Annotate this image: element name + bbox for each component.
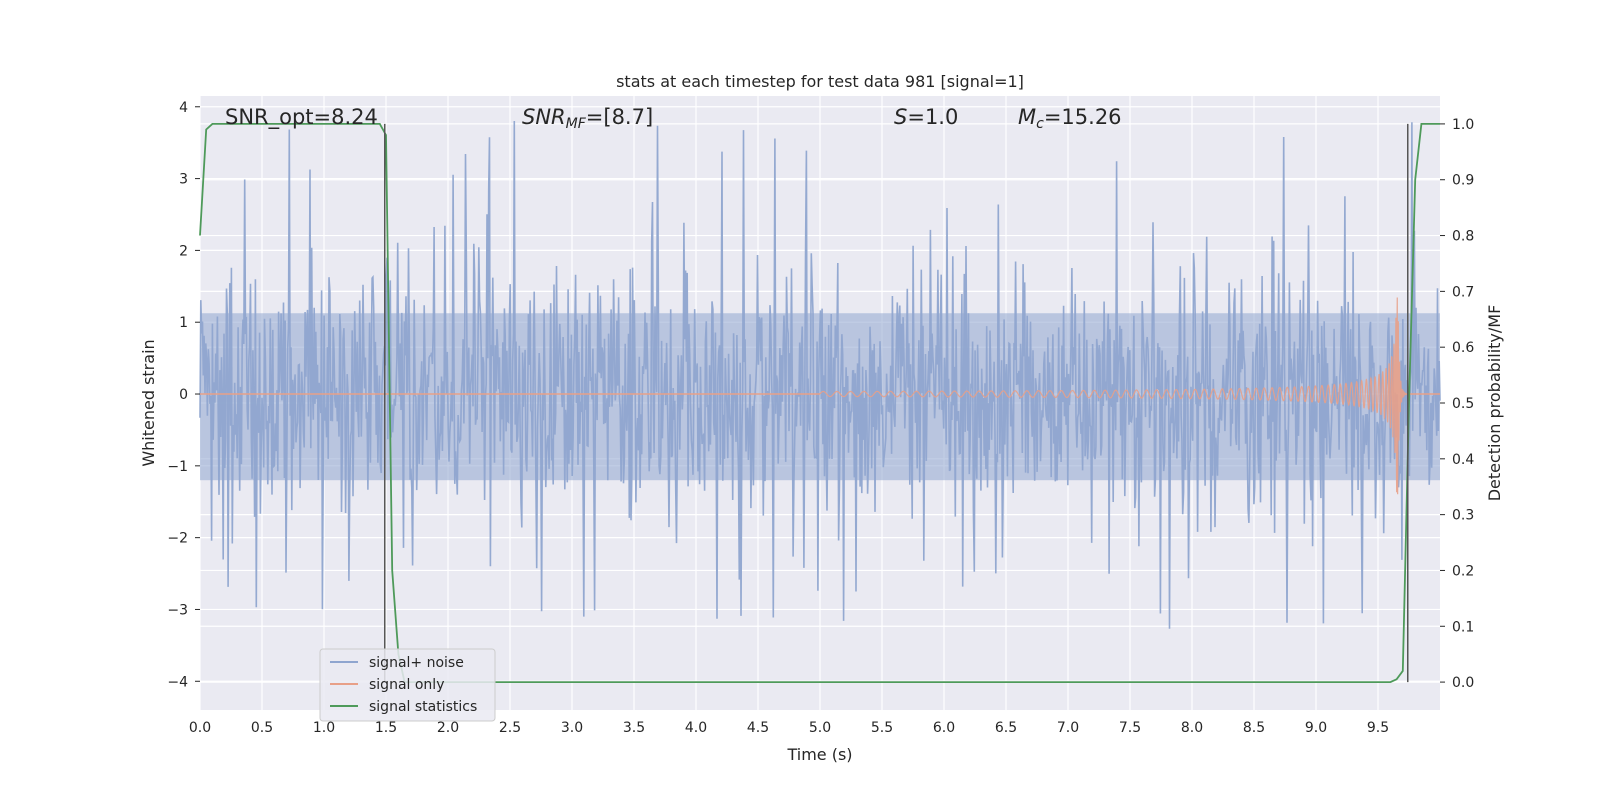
vertical-lines — [384, 123, 1409, 683]
y2-tick-label: 0.4 — [1452, 452, 1474, 468]
annotation-snr-opt: SNR_opt=8.24 — [225, 105, 378, 130]
legend: signal+ noise signal only signal statist… — [319, 648, 496, 722]
y2-tick-label: 0.9 — [1452, 173, 1474, 189]
y2-tick-label: 1.0 — [1452, 117, 1474, 133]
annotation-snr-mf: SNRMF=[8.7] — [522, 105, 653, 132]
x-tick-label: 0.0 — [189, 720, 211, 736]
legend-box — [319, 648, 496, 722]
y-tick-label: 3 — [179, 172, 188, 188]
y2-tick-label: 0.3 — [1452, 508, 1474, 524]
x-tick-label: 7.5 — [1119, 720, 1141, 736]
y2-tick-label: 0.5 — [1452, 396, 1474, 412]
y2-tick-label: 0.6 — [1452, 340, 1474, 356]
annotation-s-symbol: S — [894, 105, 907, 129]
chart-title: stats at each timestep for test data 981… — [616, 72, 1024, 91]
annotation-s: S=1.0 — [894, 105, 958, 129]
y-tick-label: 0 — [179, 387, 188, 403]
legend-label-signal-statistics: signal statistics — [369, 699, 477, 715]
x-axis-label: Time (s) — [786, 745, 852, 764]
x-tick-label: 2.0 — [437, 720, 459, 736]
x-tick-label: 5.0 — [809, 720, 831, 736]
y-tick-label: 2 — [179, 243, 188, 259]
y2-tick-label: 0.2 — [1452, 563, 1474, 579]
x-tick-label: 4.5 — [747, 720, 769, 736]
legend-label-signal-noise: signal+ noise — [369, 655, 464, 671]
y2-axis-label: Detection probability/MF — [1485, 305, 1504, 502]
series-signal-only — [819, 297, 1409, 495]
annotation-snr-mf-symbol: SNR — [522, 105, 566, 129]
x-tick-label: 9.0 — [1305, 720, 1327, 736]
x-tick-label: 3.5 — [623, 720, 645, 736]
x-tick-label: 0.5 — [251, 720, 273, 736]
annotation-snr-mf-sub: MF — [566, 116, 587, 132]
x-tick-label: 4.0 — [685, 720, 707, 736]
x-tick-label: 8.0 — [1181, 720, 1203, 736]
x-tick-label: 3.0 — [561, 720, 583, 736]
legend-label-signal-only: signal only — [369, 677, 444, 693]
y-tick-label: −2 — [167, 531, 188, 547]
y-tick-label: 4 — [179, 100, 188, 116]
y-tick-label: −4 — [167, 674, 188, 690]
annotation-mc: Mc=15.26 — [1018, 105, 1122, 132]
annotation-mc-sub: c — [1036, 116, 1044, 132]
y2-tick-label: 0.0 — [1452, 675, 1474, 691]
x-tick-label: 1.5 — [375, 720, 397, 736]
annotation-s-value: =1.0 — [907, 105, 958, 129]
x-tick-label: 6.5 — [995, 720, 1017, 736]
y-tick-label: 1 — [179, 315, 188, 331]
x-tick-label: 8.5 — [1243, 720, 1265, 736]
y-tick-label: −1 — [167, 459, 188, 475]
x-tick-label: 1.0 — [313, 720, 335, 736]
x-tick-label: 7.0 — [1057, 720, 1079, 736]
y-axis-label: Whitened strain — [139, 339, 158, 466]
annotation-snr-mf-value: =[8.7] — [586, 105, 653, 129]
annotation-mc-value: =15.26 — [1044, 105, 1122, 129]
y2-tick-label: 0.7 — [1452, 284, 1474, 300]
x-tick-label: 9.5 — [1367, 720, 1389, 736]
x-tick-label: 6.0 — [933, 720, 955, 736]
x-tick-label: 5.5 — [871, 720, 893, 736]
annotation-mc-symbol: M — [1018, 105, 1036, 129]
y-tick-label: −3 — [167, 602, 188, 618]
axes: 0.0 0.5 1.0 1.5 2.0 2.5 3.0 3.5 4.0 4.5 5.0 5.5 6.0 6… — [167, 100, 1474, 736]
x-tick-label: 2.5 — [499, 720, 521, 736]
y2-tick-label: 0.1 — [1452, 619, 1474, 635]
y2-tick-label: 0.8 — [1452, 229, 1474, 245]
